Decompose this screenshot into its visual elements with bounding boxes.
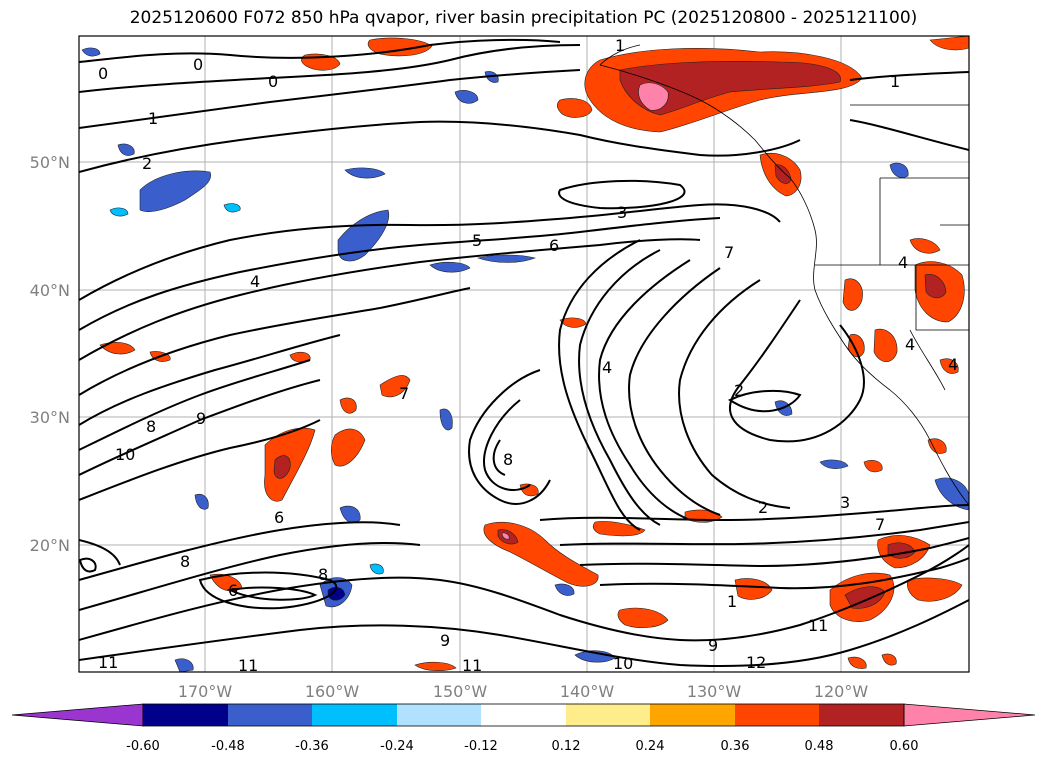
colorbar-bin (228, 704, 312, 726)
contour-label: 4 (905, 335, 915, 354)
lon-tick-label: 120°W (814, 682, 869, 701)
contour-label: 1 (615, 36, 625, 55)
contour-label: 0 (98, 64, 108, 83)
contour-label: 3 (617, 203, 627, 222)
gridlines (79, 36, 969, 672)
contour-label: 1 (890, 72, 900, 91)
colorbar-bin (143, 704, 228, 726)
lat-tick-label: 30°N (30, 408, 70, 427)
contour-labels: 0 0 0 1 1 2 3 4 5 6 7 4 4 8 9 10 2 8 8 6… (98, 36, 958, 675)
contour-label: 11 (462, 656, 482, 675)
colorbar-label: 0.48 (805, 739, 834, 754)
contour-label: 11 (238, 656, 258, 675)
contour-label: 7 (399, 384, 409, 403)
colorbar-labels: -0.60 -0.48 -0.36 -0.24 -0.12 0.12 0.24 … (126, 739, 918, 754)
lat-tick-label: 20°N (30, 536, 70, 555)
colorbar-label: -0.60 (126, 739, 160, 754)
contour-label: 10 (115, 445, 135, 464)
colorbar-bin (819, 704, 904, 726)
colorbar-bin (312, 704, 397, 726)
contour-label: 8 (180, 552, 190, 571)
contour-label: 6 (549, 236, 559, 255)
contour-label: 12 (746, 653, 766, 672)
contour-label: 11 (98, 653, 118, 672)
positive-anomaly-areas (99, 36, 969, 671)
contour-label: 11 (808, 616, 828, 635)
colorbar-label: -0.12 (464, 739, 498, 754)
colorbar-frame (142, 703, 905, 727)
contour-label: 6 (228, 581, 238, 600)
contour-label: 5 (472, 231, 482, 250)
contour-label: 0 (268, 72, 278, 91)
contour-label: 9 (708, 636, 718, 655)
latitude-labels: 50°N 40°N 30°N 20°N (30, 153, 70, 555)
lon-tick-label: 160°W (305, 682, 360, 701)
contour-label: 0 (193, 55, 203, 74)
contour-label: 4 (948, 355, 958, 374)
contour-label: 1 (727, 592, 737, 611)
colorbar-bin (566, 704, 650, 726)
colorbar-label: 0.36 (721, 739, 750, 754)
colorbar-label: 0.24 (636, 739, 665, 754)
contour-label: 7 (724, 243, 734, 262)
lat-tick-label: 50°N (30, 153, 70, 172)
lon-tick-label: 140°W (560, 682, 615, 701)
colorbar-min-extend (11, 703, 144, 727)
contour-label: 8 (318, 565, 328, 584)
colorbar-bin (735, 704, 819, 726)
contour-label: 2 (734, 381, 744, 400)
contour-label: 2 (142, 154, 152, 173)
colorbar-label: -0.48 (211, 739, 245, 754)
contour-lines (79, 38, 969, 668)
map-frame (78, 35, 970, 673)
contour-label: 2 (758, 498, 768, 517)
contour-label: 10 (613, 654, 633, 673)
lon-tick-label: 150°W (433, 682, 488, 701)
contour-label: 7 (875, 515, 885, 534)
lat-tick-label: 40°N (30, 281, 70, 300)
contour-label: 4 (898, 253, 908, 272)
contour-label: 4 (250, 272, 260, 291)
contour-label: 9 (440, 631, 450, 650)
contour-label: 3 (840, 493, 850, 512)
map-title: 2025120600 F072 850 hPa qvapor, river ba… (129, 8, 918, 28)
colorbar-bin (650, 704, 735, 726)
lon-tick-label: 170°W (178, 682, 233, 701)
colorbar-label: -0.36 (295, 739, 329, 754)
colorbar-bin (397, 704, 481, 726)
contour-label: 8 (503, 450, 513, 469)
contour-label: 9 (196, 409, 206, 428)
contour-label: 1 (148, 109, 158, 128)
colorbar-label: 0.60 (890, 739, 919, 754)
coastlines (599, 44, 969, 506)
contour-label: 6 (274, 508, 284, 527)
colorbar-label: -0.24 (380, 739, 414, 754)
contour-label: 8 (146, 417, 156, 436)
colorbar: -0.60 -0.48 -0.36 -0.24 -0.12 0.12 0.24 … (11, 703, 1036, 754)
colorbar-label: 0.12 (552, 739, 581, 754)
colorbar-bin (481, 704, 566, 726)
contour-label: 4 (602, 358, 612, 377)
longitude-labels: 170°W 160°W 150°W 140°W 130°W 120°W (178, 682, 869, 701)
lon-tick-label: 130°W (687, 682, 742, 701)
colorbar-max-extend (903, 703, 1036, 727)
